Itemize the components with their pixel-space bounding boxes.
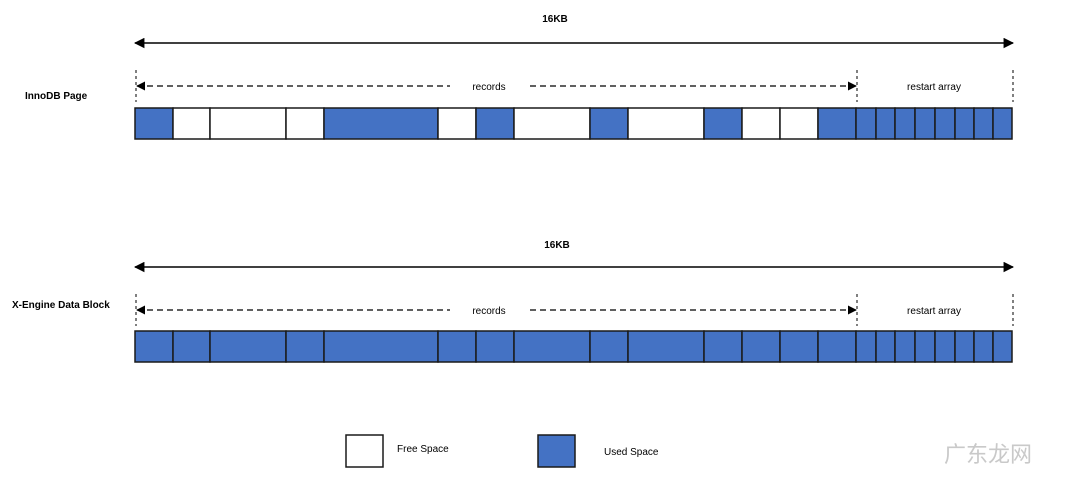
legend-free-label: Free Space: [397, 444, 449, 455]
used-block: [973, 330, 994, 363]
used-block: [323, 330, 439, 363]
used-block: [855, 107, 877, 140]
free-block: [779, 107, 819, 140]
used-block: [934, 107, 956, 140]
used-block: [894, 107, 916, 140]
xengine-block-strip: [134, 330, 1013, 363]
free-block: [513, 107, 591, 140]
xengine-row-title: X-Engine Data Block: [12, 300, 110, 311]
used-block: [513, 330, 591, 363]
used-block: [992, 107, 1013, 140]
free-block: [209, 107, 287, 140]
used-block: [475, 330, 515, 363]
used-block: [914, 107, 936, 140]
free-block: [437, 107, 477, 140]
xengine-block-row: 16KB X-Engine Data Block records restart…: [12, 240, 1015, 363]
free-block: [285, 107, 325, 140]
xengine-size-label: 16KB: [544, 240, 570, 251]
used-block: [875, 107, 896, 140]
watermark: 广东龙网: [944, 443, 1032, 468]
legend: Free Space Used Space: [345, 434, 659, 468]
innodb-page-row: 16KB InnoDB Page records restart array: [25, 14, 1015, 140]
xengine-restart-label: restart array: [907, 306, 961, 317]
used-block: [627, 330, 705, 363]
used-block: [779, 330, 819, 363]
free-block: [741, 107, 781, 140]
used-block: [589, 330, 629, 363]
used-block: [894, 330, 916, 363]
used-block: [817, 107, 857, 140]
used-block: [589, 107, 629, 140]
legend-used-label: Used Space: [604, 447, 659, 458]
used-block: [914, 330, 936, 363]
used-block: [954, 107, 975, 140]
used-block: [323, 107, 439, 140]
xengine-records-label: records: [472, 306, 505, 317]
used-block: [875, 330, 896, 363]
innodb-size-label: 16KB: [542, 14, 568, 25]
used-block: [134, 107, 174, 140]
innodb-records-label: records: [472, 82, 505, 93]
innodb-restart-label: restart array: [907, 82, 961, 93]
used-block: [954, 330, 975, 363]
innodb-row-title: InnoDB Page: [25, 91, 88, 102]
used-block: [817, 330, 857, 363]
used-block: [172, 330, 211, 363]
used-block: [703, 107, 743, 140]
used-block: [285, 330, 325, 363]
legend-free-swatch: [345, 434, 384, 468]
used-block: [741, 330, 781, 363]
used-block: [703, 330, 743, 363]
used-block: [934, 330, 956, 363]
used-block: [209, 330, 287, 363]
used-block: [855, 330, 877, 363]
used-block: [973, 107, 994, 140]
used-block: [134, 330, 174, 363]
used-block: [437, 330, 477, 363]
free-block: [172, 107, 211, 140]
free-block: [627, 107, 705, 140]
used-block: [992, 330, 1013, 363]
legend-used-swatch: [537, 434, 576, 468]
innodb-block-strip: [134, 107, 1013, 140]
used-block: [475, 107, 515, 140]
